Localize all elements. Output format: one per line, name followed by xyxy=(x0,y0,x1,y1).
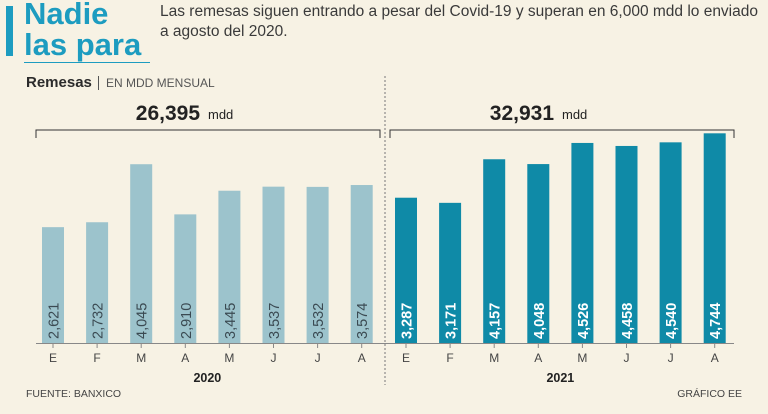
bar-2020-6 xyxy=(306,186,329,343)
bar-2021-6 xyxy=(659,142,682,343)
headline-rule xyxy=(24,62,150,63)
bar-2020-2 xyxy=(130,164,153,343)
bar-2020-7 xyxy=(350,185,373,343)
year-label-2020: 2020 xyxy=(193,371,221,385)
bar-label-2020-5: 3,537 xyxy=(267,303,283,339)
tick-label-2020-5: J xyxy=(271,351,277,365)
bar-label-2020-2: 4,045 xyxy=(135,303,151,339)
tick-label-2020-3: A xyxy=(181,351,189,365)
chart-title-divider xyxy=(98,76,99,90)
bar-label-2021-2: 4,157 xyxy=(488,303,504,339)
bar-2021-7 xyxy=(703,133,726,343)
tick-label-2020-2: M xyxy=(136,351,146,365)
tick-label-2021-5: J xyxy=(624,351,630,365)
period-total-2021: 32,931 xyxy=(490,102,555,125)
tick-label-2020-4: M xyxy=(224,351,234,365)
tick-label-2021-6: J xyxy=(668,351,674,365)
chart-title: Remesas xyxy=(26,74,92,91)
period-total-unit-2020: mdd xyxy=(208,107,233,122)
period-bracket-2021 xyxy=(389,129,735,138)
tick-label-2020-0: E xyxy=(49,351,57,365)
bar-2020-1 xyxy=(86,222,109,343)
bar-label-2021-0: 3,287 xyxy=(400,303,416,339)
bar-2021-5 xyxy=(615,145,638,343)
bar-label-2020-6: 3,532 xyxy=(311,303,327,339)
source-note: FUENTE: BANXICO xyxy=(26,388,122,400)
bar-label-2021-1: 3,171 xyxy=(444,303,460,339)
period-total-2020: 26,395 xyxy=(136,102,201,125)
bar-label-2020-3: 2,910 xyxy=(179,303,195,339)
tick-label-2020-6: J xyxy=(315,351,321,365)
bar-label-2020-0: 2,621 xyxy=(47,303,63,339)
bar-label-2021-5: 4,458 xyxy=(620,303,636,339)
bar-2021-0 xyxy=(395,197,417,343)
year-label-2021: 2021 xyxy=(546,371,574,385)
tick-label-2021-4: M xyxy=(577,351,587,365)
bar-label-2020-4: 3,445 xyxy=(223,303,239,339)
bar-2021-3 xyxy=(527,164,550,343)
bar-2021-1 xyxy=(439,202,462,343)
tick-label-2021-0: E xyxy=(402,351,410,365)
graphic-credit: GRÁFICO EE xyxy=(677,388,742,400)
subtitle: Las remesas siguen entrando a pesar del … xyxy=(160,3,758,40)
bar-2020-5 xyxy=(262,186,285,343)
bar-label-2021-4: 4,526 xyxy=(576,303,592,339)
chart-subtitle: EN MDD MENSUAL xyxy=(106,76,215,90)
bar-label-2020-1: 2,732 xyxy=(91,303,107,339)
bar-2021-4 xyxy=(571,142,594,343)
headline-accent-bar xyxy=(6,6,13,56)
bar-label-2021-3: 4,048 xyxy=(532,303,548,339)
bar-2021-2 xyxy=(483,159,506,343)
tick-label-2020-1: F xyxy=(93,351,100,365)
bar-2020-0 xyxy=(42,227,64,343)
tick-label-2021-1: F xyxy=(446,351,453,365)
period-total-unit-2021: mdd xyxy=(562,107,587,122)
headline: Nadie las para xyxy=(24,0,142,62)
bar-label-2021-6: 4,540 xyxy=(664,303,680,339)
bar-2020-4 xyxy=(218,190,241,343)
tick-label-2021-2: M xyxy=(489,351,499,365)
tick-label-2021-3: A xyxy=(534,351,542,365)
period-bracket-2020 xyxy=(35,129,381,138)
tick-label-2020-7: A xyxy=(358,351,366,365)
bar-label-2021-7: 4,744 xyxy=(708,303,724,339)
bar-2020-3 xyxy=(174,214,197,343)
bar-label-2020-7: 3,574 xyxy=(355,303,371,339)
tick-label-2021-7: A xyxy=(711,351,719,365)
